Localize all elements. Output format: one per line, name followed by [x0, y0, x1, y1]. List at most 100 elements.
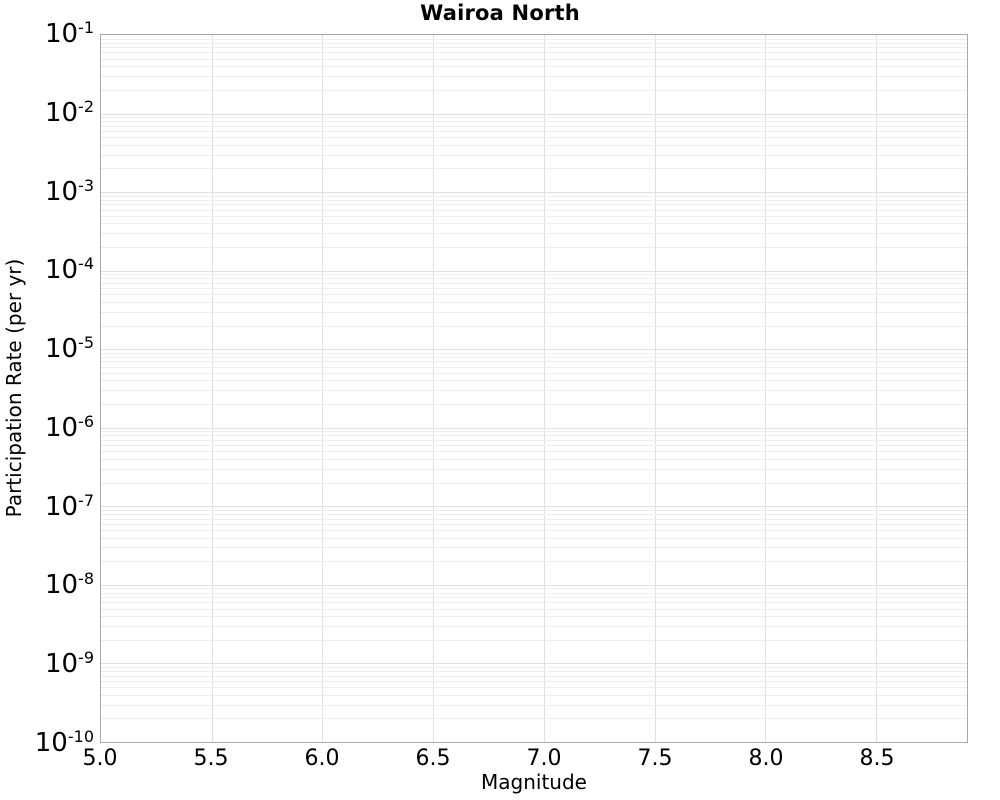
plot-area	[100, 34, 968, 743]
y-tick-base: 10	[44, 334, 79, 365]
x-tick-label: 6.5	[415, 746, 451, 771]
y-tick-base: 10	[44, 19, 79, 49]
y-gridline-minor	[101, 380, 967, 382]
y-gridline-minor	[101, 325, 967, 327]
y-gridline-minor	[101, 58, 967, 60]
y-tick-base: 10	[44, 649, 79, 680]
y-gridline-minor	[101, 459, 967, 461]
y-gridline-minor	[101, 561, 967, 563]
y-tick-base: 10	[44, 255, 79, 286]
y-gridline-minor	[101, 602, 967, 604]
y-gridline-minor	[101, 199, 967, 201]
y-gridline-minor	[101, 680, 967, 682]
y-tick-label: 10-6	[0, 411, 94, 445]
y-gridline-minor	[101, 529, 967, 531]
y-gridline-minor	[101, 42, 967, 44]
y-gridline-minor	[101, 311, 967, 313]
y-tick-base: 10	[44, 97, 79, 128]
y-gridline-minor	[101, 451, 967, 453]
y-tick-base: 10	[44, 176, 79, 207]
y-gridline-minor	[101, 352, 967, 354]
y-tick-label: 10-10	[0, 726, 94, 760]
x-tick-label: 7.0	[526, 746, 562, 771]
y-tick-exponent: -3	[78, 175, 94, 195]
y-gridline-minor	[101, 639, 967, 641]
y-gridline-minor	[101, 718, 967, 720]
y-gridline-minor	[101, 223, 967, 225]
y-gridline-minor	[101, 608, 967, 610]
x-gridline-major	[322, 35, 324, 742]
y-gridline-minor	[101, 597, 967, 599]
y-gridline-minor	[101, 356, 967, 358]
y-gridline-minor	[101, 625, 967, 627]
y-gridline-minor	[101, 215, 967, 217]
y-tick-exponent: -10	[67, 727, 94, 746]
y-gridline-minor	[101, 204, 967, 206]
y-gridline-minor	[101, 137, 967, 139]
y-tick-exponent: -4	[78, 254, 94, 274]
y-gridline-minor	[101, 518, 967, 520]
y-gridline-minor	[101, 66, 967, 68]
y-gridline-minor	[101, 47, 967, 49]
y-gridline-minor	[101, 439, 967, 441]
y-gridline-minor	[101, 366, 967, 368]
x-tick-label: 6.0	[304, 746, 340, 771]
x-tick-label: 8.0	[748, 746, 784, 771]
y-gridline-minor	[101, 117, 967, 119]
y-gridline-minor	[101, 390, 967, 392]
y-gridline-minor	[101, 125, 967, 127]
y-gridline-minor	[101, 233, 967, 235]
y-gridline-minor	[101, 675, 967, 677]
y-gridline-major	[101, 427, 967, 429]
y-gridline-minor	[101, 301, 967, 303]
y-gridline-minor	[101, 431, 967, 433]
y-gridline-minor	[101, 687, 967, 689]
y-tick-base: 10	[44, 412, 79, 443]
y-gridline-minor	[101, 667, 967, 669]
chart-title: Wairoa North	[420, 1, 580, 25]
y-tick-exponent: -1	[78, 18, 94, 37]
y-gridline-major	[101, 349, 967, 351]
y-gridline-minor	[101, 468, 967, 470]
y-gridline-minor	[101, 282, 967, 284]
y-gridline-minor	[101, 294, 967, 296]
y-gridline-major	[101, 192, 967, 194]
y-tick-label: 10-7	[0, 490, 94, 524]
y-gridline-minor	[101, 588, 967, 590]
y-tick-label: 10-5	[0, 332, 94, 366]
y-gridline-minor	[101, 523, 967, 525]
y-gridline-minor	[101, 372, 967, 374]
y-gridline-major	[101, 584, 967, 586]
y-tick-label: 10-2	[0, 96, 94, 130]
y-gridline-minor	[101, 404, 967, 406]
x-gridline-major	[211, 35, 213, 742]
y-tick-exponent: -7	[78, 490, 94, 510]
y-gridline-minor	[101, 130, 967, 132]
y-tick-exponent: -9	[78, 648, 94, 668]
y-gridline-minor	[101, 247, 967, 249]
y-tick-label: 10-3	[0, 175, 94, 209]
y-gridline-major	[101, 113, 967, 115]
x-gridline-major	[876, 35, 878, 742]
x-axis-label: Magnitude	[481, 770, 587, 794]
y-gridline-major	[101, 663, 967, 665]
y-gridline-minor	[101, 195, 967, 197]
y-tick-exponent: -2	[78, 96, 94, 116]
y-gridline-minor	[101, 52, 967, 54]
y-gridline-minor	[101, 274, 967, 276]
x-tick-label: 7.5	[637, 746, 673, 771]
x-tick-label: 8.5	[859, 746, 895, 771]
y-gridline-minor	[101, 435, 967, 437]
y-gridline-minor	[101, 288, 967, 290]
y-gridline-minor	[101, 361, 967, 363]
y-gridline-minor	[101, 513, 967, 515]
y-tick-exponent: -6	[78, 411, 94, 431]
y-tick-base: 10	[44, 491, 79, 522]
y-tick-base: 10	[34, 728, 68, 758]
y-gridline-minor	[101, 482, 967, 484]
y-gridline-minor	[101, 445, 967, 447]
x-tick-label: 5.0	[82, 746, 118, 771]
y-gridline-minor	[101, 278, 967, 280]
x-tick-label: 5.5	[193, 746, 229, 771]
